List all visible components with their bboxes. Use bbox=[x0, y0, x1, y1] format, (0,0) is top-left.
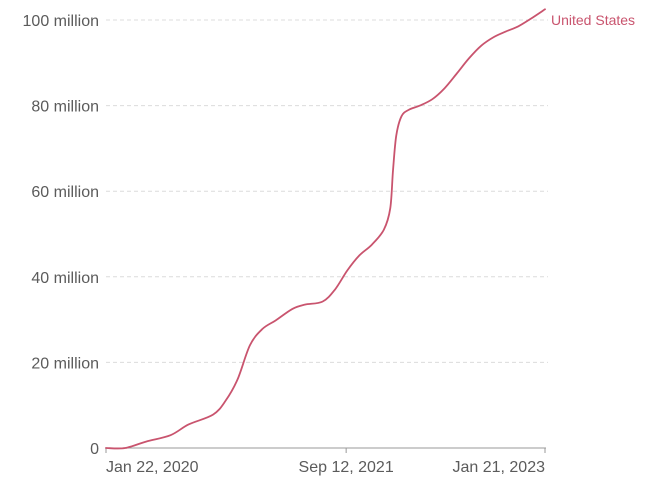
y-tick-label: 40 million bbox=[31, 270, 99, 287]
x-tick-label: Jan 22, 2020 bbox=[106, 459, 199, 476]
y-tick-label: 0 bbox=[90, 441, 99, 458]
y-axis-tick-labels: 0 20 million 40 million 60 million 80 millio… bbox=[23, 13, 100, 458]
y-tick-label: 100 million bbox=[23, 13, 99, 30]
x-axis: Jan 22, 2020 Sep 12, 2021 Jan 21, 2023 bbox=[105, 447, 546, 476]
series-label: United States bbox=[551, 12, 635, 28]
x-tick-label: Sep 12, 2021 bbox=[299, 459, 394, 476]
y-tick-label: 80 million bbox=[31, 99, 99, 116]
series-line-united-states bbox=[105, 8, 546, 450]
series-labels: United States bbox=[551, 12, 635, 28]
y-tick-label: 60 million bbox=[31, 184, 99, 201]
series-lines bbox=[105, 8, 546, 450]
grid-lines bbox=[106, 19, 548, 363]
x-tick-label: Jan 21, 2023 bbox=[452, 459, 545, 476]
y-tick-label: 20 million bbox=[31, 355, 99, 372]
